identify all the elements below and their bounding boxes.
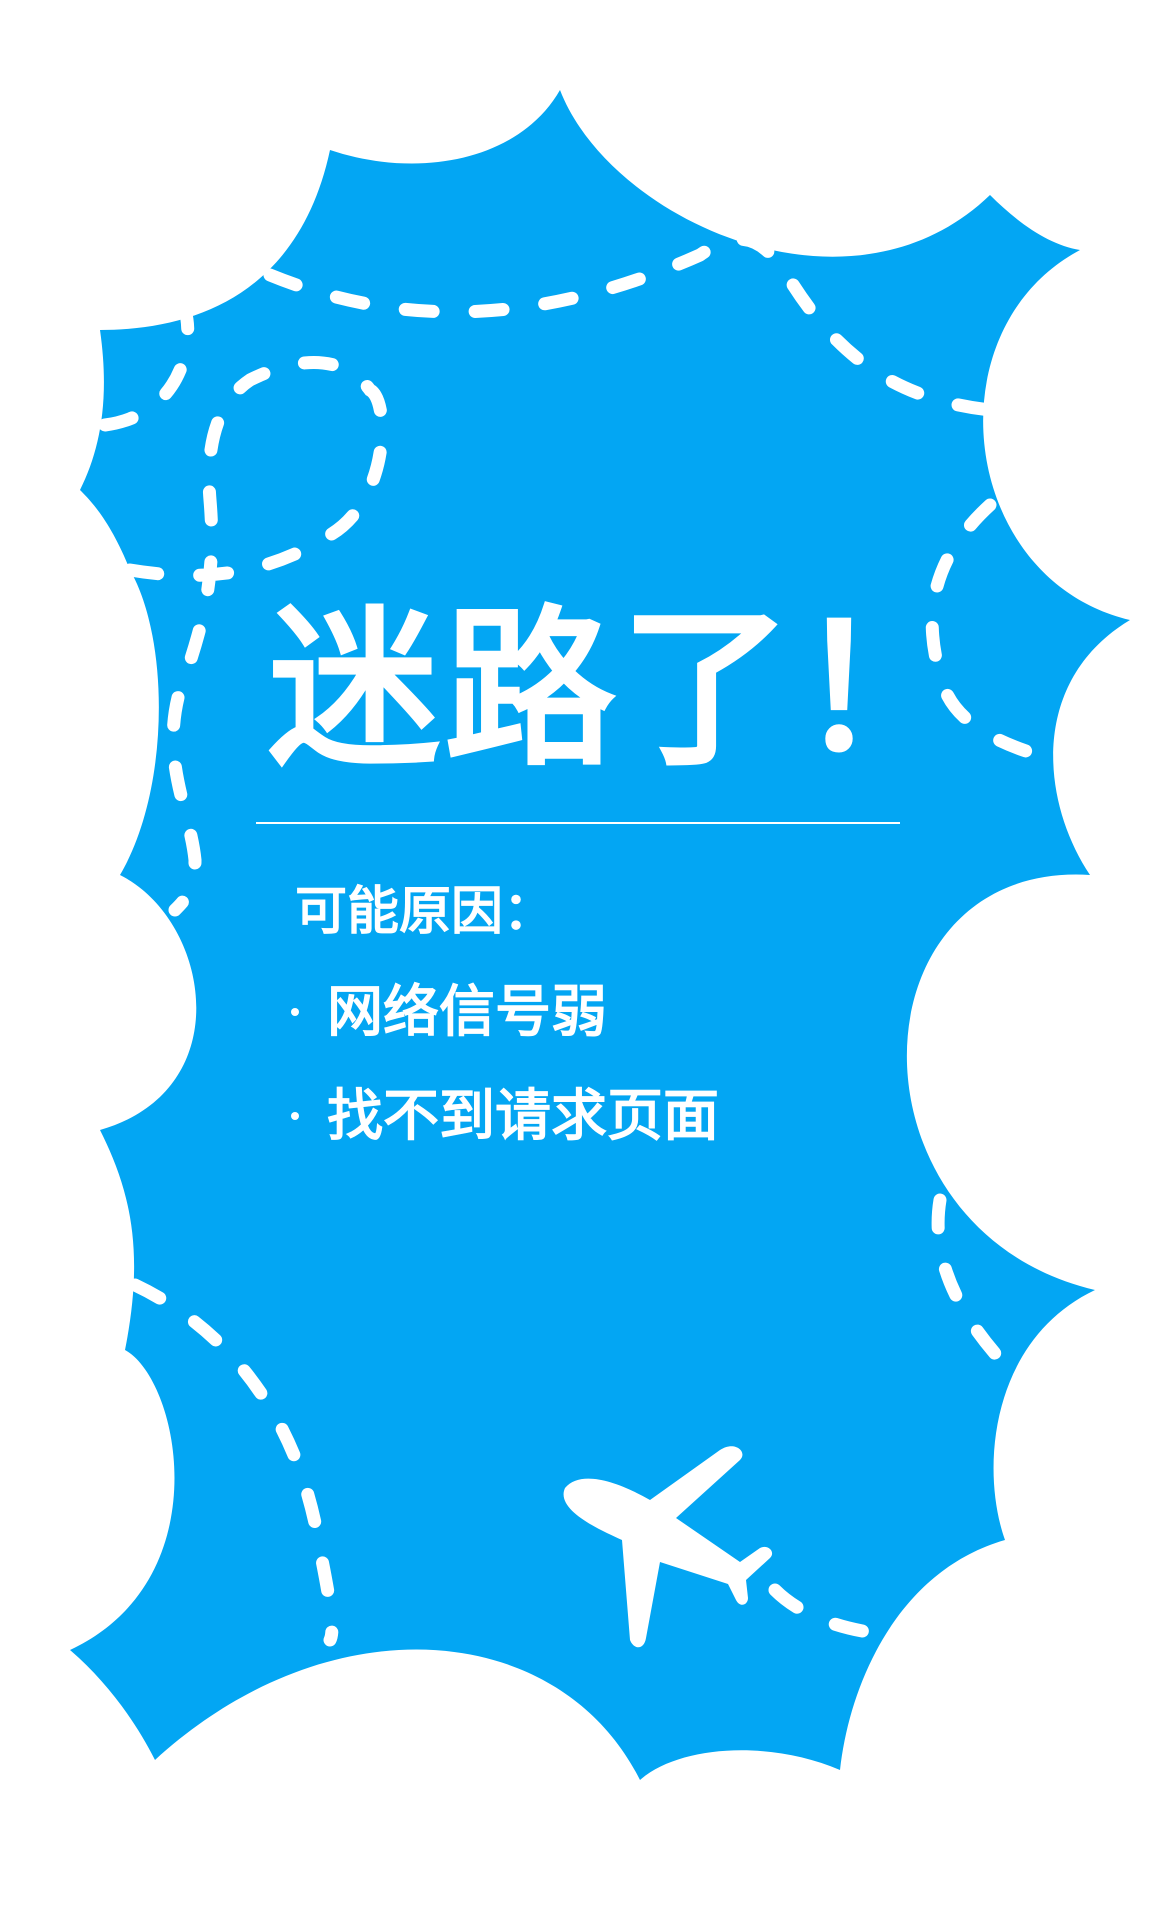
flight-path-bottom-left: [128, 1278, 339, 1647]
flight-path-bottom-right: [768, 1583, 897, 1642]
reasons-title: 可能原因：: [295, 882, 556, 942]
bullet-dot: [291, 1112, 299, 1120]
page-title: 迷路了！: [268, 589, 972, 790]
list-item: 找不到请求页面: [291, 1082, 915, 1152]
bullet-dot: [291, 1008, 299, 1016]
flight-path-right-lower: [931, 1193, 1022, 1382]
flight-path-loop: [123, 356, 389, 917]
flight-path-right: [925, 498, 1062, 767]
sky-background: [70, 90, 1130, 1780]
reason-text: 找不到请求页面: [327, 1084, 719, 1149]
airplane-icon: [563, 1446, 773, 1648]
flight-path-upper-arc: [263, 232, 997, 417]
reason-text: 网络信号弱: [327, 980, 607, 1045]
dashed-flight-path: [98, 232, 1062, 1647]
list-item: 网络信号弱: [291, 978, 915, 1048]
reasons-list: 网络信号弱 找不到请求页面: [291, 978, 915, 1152]
flight-path-top: [98, 303, 195, 432]
divider: [256, 822, 900, 824]
airplane-fuselage: [563, 1446, 773, 1648]
reasons-section: 可能原因： 网络信号弱 找不到请求页面: [291, 880, 915, 1186]
